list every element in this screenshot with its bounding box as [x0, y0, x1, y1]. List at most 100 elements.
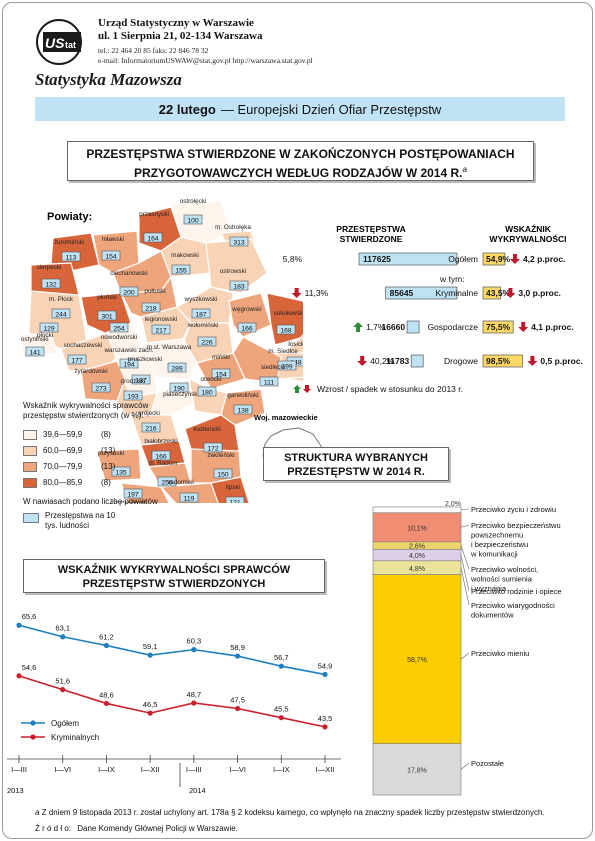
county-value: 313 [233, 240, 245, 247]
series-point [278, 663, 284, 669]
county-value-box [39, 322, 59, 333]
series-value-label: 58,9 [230, 643, 245, 652]
x-tick-label: I—IX [98, 765, 115, 774]
count-value: 117625 [363, 254, 391, 264]
county-name: legionowski [145, 316, 178, 323]
stack-category-label: Przeciwko wolności, wolności sumienia i wy… [470, 565, 538, 593]
change-note: Wzrost / spadek w stosunku do 2013 r. [293, 384, 463, 394]
footnote-text: Z dniem 9 listopada 2013 r. został uchyl… [41, 808, 545, 817]
legend-item: 39,6—59,9 (8) [23, 427, 158, 443]
county-value: 244 [55, 312, 67, 319]
legend-series-name: Ogółem [51, 719, 79, 728]
county-name: wołomiński [187, 322, 219, 329]
detection-title-line2: PRZESTĘPSTW STWIERDZONYCH [82, 578, 266, 590]
legend-swatch [23, 430, 37, 440]
rate-value: 54,9% [486, 254, 511, 264]
county-value: 113 [66, 255, 77, 262]
stack-leader-line [460, 567, 470, 606]
us-stat-logo: US tat [36, 19, 82, 65]
series-point [16, 673, 22, 679]
x-tick-label: I—XII [141, 765, 160, 774]
county-value-box [141, 422, 161, 433]
stack-category-label: Pozostałe [471, 759, 504, 768]
county-value-box [119, 358, 139, 369]
stack-category-label: Przeciwko bezpieczeństwu powszechnemu i be… [470, 521, 561, 559]
legend-box-item: Przestępstwa na 10 tys. ludności [23, 511, 158, 531]
change-percent: 40,2% [370, 356, 395, 366]
county-name: m. Siedlce [268, 348, 298, 355]
series-value-label: 48,6 [99, 690, 114, 699]
county-value: 138 [237, 408, 249, 415]
county-name: garwoliński [227, 392, 258, 399]
stack-segment: 10,1% Przeciwko bezpieczeństwu powszechnem… [372, 512, 561, 559]
x-tick-label: I—IX [273, 765, 290, 774]
county-name: sokołowski [274, 310, 303, 317]
county-value-box [179, 492, 199, 503]
stack-value-label: 4,0% [409, 553, 425, 560]
county-value-box [211, 368, 231, 379]
stack-segment-rect [372, 512, 462, 543]
table-row: 40,2%11783 Drogowe 98,5% 0,5 p.proc. [357, 354, 583, 368]
col-header-crimes-line2: STWIERDZONE [339, 234, 403, 244]
county-value-box [119, 286, 139, 297]
county-name: radomski [168, 479, 194, 486]
down-arrow-icon [505, 288, 516, 298]
series-value-label: 43,5 [318, 714, 333, 723]
footnote: a Z dniem 9 listopada 2013 r. został uch… [35, 808, 545, 817]
county-map: ostrołęcki 100 m. Ostrołęka 313 przasnyski 16… [21, 198, 303, 503]
series-point [191, 647, 197, 653]
svg-text:US: US [45, 35, 65, 51]
table-row: 15,8% 117625 Ogółem 54,9% 4,2 p.proc. [283, 252, 565, 266]
series-point [103, 642, 110, 649]
legend-marker [30, 734, 36, 740]
col-header-detection: WSKAŹNIK WYKRYWALNOŚCI [473, 224, 583, 244]
series-value-label: 65,6 [22, 612, 37, 621]
county-value: 187 [195, 312, 207, 319]
rate-value: 98,5% [486, 356, 511, 366]
stack-category-label: Przeciwko mieniu [471, 649, 529, 658]
county-value-box [151, 450, 171, 461]
series-value-label: 54,9 [318, 661, 333, 670]
county-value: 197 [127, 492, 139, 499]
source-label: Ź r ó d ł o: [35, 824, 72, 833]
row-label: Ogółem [448, 254, 478, 264]
county-name: siedlecki [261, 364, 285, 371]
county-value: 166 [155, 454, 167, 461]
county-name: makowski [171, 252, 199, 259]
county-value: 100 [187, 218, 199, 225]
detection-title-line1: WSKAŹNIK WYKRYWALNOŚCI SPRAWCÓW [57, 564, 291, 576]
county-value: 132 [45, 282, 57, 289]
county-value-box [237, 322, 257, 333]
legend-swatch [23, 462, 37, 472]
inset-label: Woj. mazowieckie [254, 413, 318, 422]
county-value: 180 [201, 390, 213, 397]
county-value: 254 [113, 326, 125, 333]
county-value: 154 [215, 372, 227, 379]
stack-leader-line [460, 762, 470, 770]
legend-item: 60,0—69,9 (13) [23, 443, 158, 459]
structure-title-line2: PRZESTĘPSTW W 2014 R. [287, 466, 425, 478]
col-header-detection-line2: WYKRYWALNOŚCI [489, 234, 567, 244]
county-name: m. Radom [148, 460, 177, 467]
series-point [147, 652, 153, 658]
county-value: 200 [123, 290, 135, 297]
stack-category-label: Przeciwko wiarygodności dokumentów [471, 601, 555, 620]
county-value: 217 [155, 328, 167, 335]
crime-table: 15,8% 117625 Ogółem 54,9% 4,2 p.proc. 11,3% 85… [283, 252, 583, 368]
county-value: 216 [145, 426, 157, 433]
footnote-marker: a [462, 165, 467, 174]
county-value-box [183, 214, 203, 225]
legend-count: (8) [101, 478, 111, 487]
row-label: Kryminalne [435, 288, 478, 298]
county-value-box [197, 386, 217, 397]
series-line [18, 624, 326, 676]
series-point [191, 700, 197, 706]
legend-marker [30, 720, 36, 726]
series-value-label: 56,7 [274, 653, 289, 662]
county-value-box [229, 236, 249, 247]
up-arrow-icon [353, 322, 364, 332]
legend-title: Wskaźnik wykrywalności sprawców przestęp… [23, 401, 149, 420]
county-value: 187 [135, 378, 147, 385]
detection-line-chart: I—III I—VI I—IX I—XII I—III I—VI I—IX I—XII 2013… [7, 612, 341, 795]
county-value-box [259, 376, 279, 387]
